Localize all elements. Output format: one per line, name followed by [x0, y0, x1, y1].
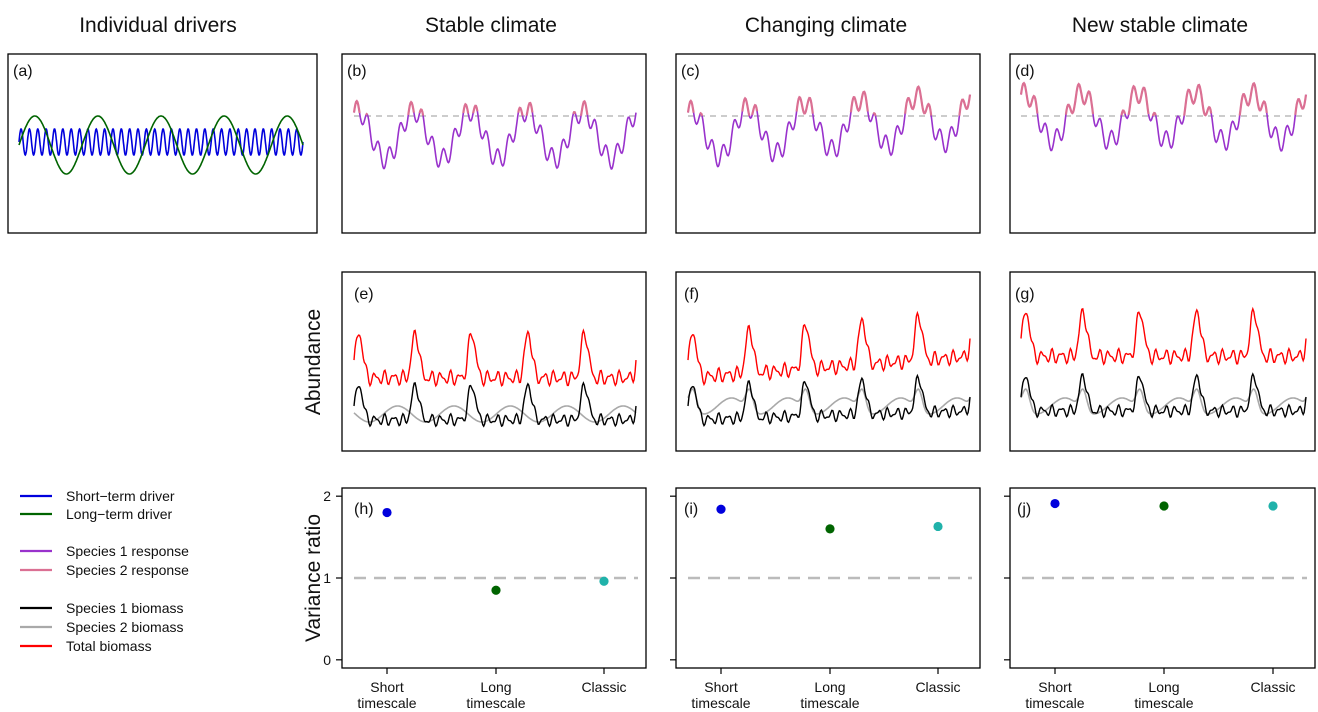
legend-label-2: Species 1 response: [66, 543, 189, 559]
data-point-classic: [933, 521, 943, 532]
y-tick-label: 1: [323, 570, 331, 586]
x-tick-label: timescale: [691, 695, 750, 711]
x-tick-label: Short: [370, 679, 404, 695]
panel-label-e: (e): [354, 286, 374, 303]
panel-label-j: (j): [1017, 501, 1031, 518]
x-tick-label: timescale: [357, 695, 416, 711]
legend-label-1: Long−term driver: [66, 506, 173, 522]
long-term-driver-line: [18, 115, 304, 175]
legend-label-5: Species 2 biomass: [66, 619, 184, 635]
column-title-new-stable-climate: New stable climate: [1072, 14, 1248, 37]
species-2-biomass-line-new-stable: [1020, 388, 1307, 415]
data-point-short: [716, 504, 726, 514]
x-tick-label: timescale: [1025, 695, 1084, 711]
column-title-stable-climate: Stable climate: [425, 14, 557, 37]
panel-a-frame: [7, 53, 318, 234]
panel-label-f: (f): [684, 286, 699, 303]
species-2-response-line-changing: [686, 85, 972, 117]
y-tick-label: 0: [323, 652, 331, 668]
short-term-driver-line: [18, 127, 304, 157]
x-tick-label: timescale: [1134, 695, 1193, 711]
x-tick-label: Classic: [581, 679, 626, 695]
legend-label-3: Species 2 response: [66, 562, 189, 578]
species-1-response-line-stable: [353, 99, 637, 170]
data-point-long: [491, 585, 501, 595]
x-tick-label: timescale: [800, 695, 859, 711]
species-1-response-line-changing: [687, 85, 971, 168]
column-title-individual-drivers: Individual drivers: [79, 14, 237, 37]
time-series-layer: [18, 81, 1308, 428]
y-tick-label: 2: [323, 488, 331, 504]
total-biomass-line-changing: [687, 310, 971, 387]
panel-label-a: (a): [13, 63, 33, 80]
legend-label-0: Short−term driver: [66, 488, 175, 504]
legend: Short−term driver Long−term driver Species…: [20, 488, 189, 654]
panel-label-c: (c): [681, 63, 700, 80]
data-point-short: [1050, 498, 1060, 509]
panel-f-frame: [675, 271, 981, 452]
data-point-short: [382, 507, 392, 518]
panel-label-g: (g): [1015, 286, 1035, 303]
data-point-long: [1159, 501, 1169, 511]
panel-label-h: (h): [354, 501, 374, 518]
x-tick-label: Classic: [915, 679, 960, 695]
legend-label-4: Species 1 biomass: [66, 600, 184, 616]
x-tick-label: Long: [480, 679, 511, 695]
species-2-biomass-line-stable: [353, 405, 637, 423]
x-tick-label: timescale: [466, 695, 525, 711]
panel-label-d: (d): [1015, 63, 1035, 80]
data-point-long: [825, 524, 835, 534]
x-tick-label: Short: [1038, 679, 1072, 695]
legend-label-6: Total biomass: [66, 638, 152, 654]
panel-e-frame: [341, 271, 647, 452]
species-1-biomass-line-new-stable: [1020, 372, 1307, 419]
species-1-response-line-new-stable: [1020, 81, 1307, 152]
x-tick-label: Long: [1148, 679, 1179, 695]
species-2-response-line-new-stable: [1019, 81, 1308, 117]
species-2-biomass-line-changing: [687, 388, 971, 415]
total-biomass-line-new-stable: [1020, 306, 1307, 366]
total-biomass-line-stable: [353, 328, 637, 388]
ylabel-abundance: Abundance: [302, 309, 325, 415]
panel-d-frame: [1009, 53, 1316, 234]
x-tick-label: Short: [704, 679, 738, 695]
panel-c-frame: [675, 53, 981, 234]
column-title-changing-climate: Changing climate: [745, 14, 907, 37]
species-1-biomass-line-stable: [353, 381, 637, 428]
data-point-classic: [599, 576, 609, 586]
species-2-response-line-stable: [354, 101, 636, 116]
panel-label-b: (b): [347, 63, 367, 80]
x-tick-label: Classic: [1250, 679, 1295, 695]
panel-b-frame: [341, 53, 647, 234]
species-1-biomass-line-changing: [687, 373, 971, 428]
x-tick-label: Long: [814, 679, 845, 695]
ylabel-variance-ratio: Variance ratio: [302, 514, 325, 642]
panel-label-i: (i): [684, 501, 698, 518]
data-point-classic: [1268, 501, 1278, 511]
panel-g-frame: [1009, 271, 1316, 452]
